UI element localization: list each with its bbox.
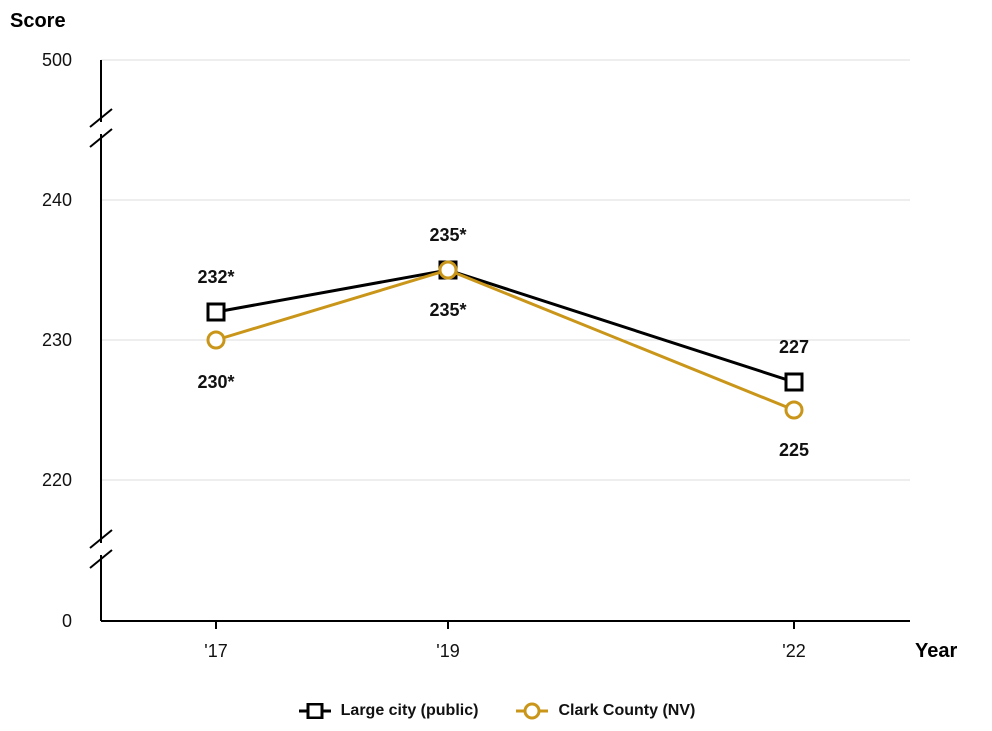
data-label: 230* <box>197 372 234 392</box>
axis-break-icon <box>89 108 113 148</box>
series-line <box>215 268 795 384</box>
data-label: 235* <box>429 300 466 320</box>
data-label: 235* <box>429 225 466 245</box>
legend-label-large-city: Large city (public) <box>340 702 479 719</box>
square-marker-icon <box>298 703 331 719</box>
y-tick-label: 500 <box>42 50 72 70</box>
data-label: 232* <box>197 267 234 287</box>
legend: Large city (public) Clark County (NV) <box>0 702 992 720</box>
x-axis-title: Year <box>915 640 957 662</box>
data-label: 225 <box>779 440 809 460</box>
y-axis-title: Score <box>10 10 66 32</box>
legend-item-large-city[interactable]: Large city (public) <box>297 702 479 720</box>
data-point <box>438 260 458 280</box>
data-point <box>206 302 226 322</box>
legend-item-clark-county[interactable]: Clark County (NV) <box>514 702 695 720</box>
data-label: 227 <box>779 337 809 357</box>
y-tick-label: 240 <box>42 190 72 210</box>
y-tick-label: 220 <box>42 470 72 490</box>
y-tick-label: 230 <box>42 330 72 350</box>
x-tick-label: '19 <box>436 641 459 661</box>
axis-break-icon <box>89 529 113 569</box>
legend-label-clark-county: Clark County (NV) <box>558 702 696 719</box>
data-point <box>206 330 226 350</box>
x-tick-label: '22 <box>782 641 805 661</box>
data-point <box>784 400 804 420</box>
x-tick-label: '17 <box>204 641 227 661</box>
circle-marker-icon <box>516 702 549 720</box>
y-tick-label: 0 <box>62 611 72 631</box>
data-point <box>784 372 804 392</box>
